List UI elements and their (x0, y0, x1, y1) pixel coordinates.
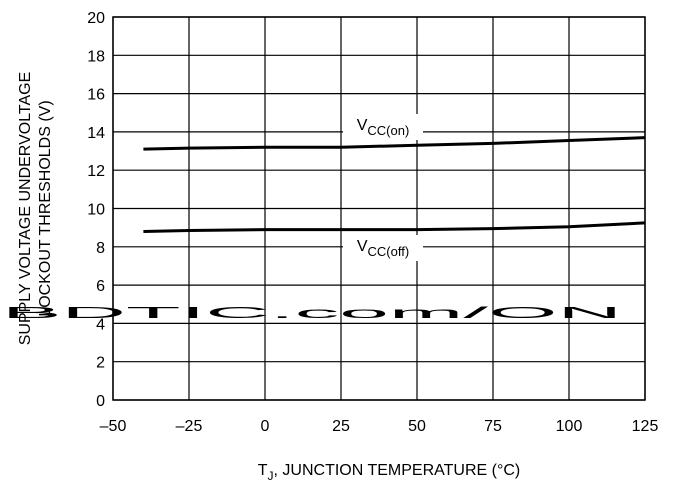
x-axis-label-part: T (258, 462, 268, 479)
plot-frame (112, 16, 646, 401)
x-tick-label: 50 (408, 418, 426, 435)
series-label: VCC(off) (357, 238, 409, 259)
y-tick-label: 10 (87, 202, 105, 219)
y-tick-label: 8 (96, 240, 105, 257)
series-label: VCC(on) (357, 117, 410, 138)
x-axis-label: TJ, JUNCTION TEMPERATURE (°C) (258, 462, 520, 483)
x-tick-label: 75 (484, 418, 502, 435)
series-line (143, 136, 646, 151)
label-bg (343, 235, 423, 261)
y-axis-label-line: LOCKOUT THRESHOLDS (V) (37, 100, 54, 316)
y-tick-label: 12 (87, 163, 105, 180)
y-tick-label: 2 (96, 355, 105, 372)
y-tick-label: 4 (96, 316, 105, 333)
x-axis-label-part: J (268, 469, 274, 483)
x-tick-label: –25 (176, 418, 203, 435)
label-bg (343, 114, 423, 140)
watermark: BDTIC.com/ON (2, 305, 622, 322)
x-tick-label: 125 (632, 418, 659, 435)
x-tick-label: 100 (556, 418, 583, 435)
y-tick-label: 18 (87, 48, 105, 65)
x-tick-label: 25 (332, 418, 350, 435)
x-tick-label: –50 (100, 418, 127, 435)
y-tick-label: 20 (87, 10, 105, 27)
y-tick-label: 16 (87, 87, 105, 104)
series-line (143, 221, 646, 233)
y-tick-label: 6 (96, 278, 105, 295)
y-axis-label: SUPPLY VOLTAGE UNDERVOLTAGE LOCKOUT THRES… (17, 72, 54, 346)
y-tick-label: 14 (87, 125, 105, 142)
x-tick-label: 0 (261, 418, 270, 435)
y-tick-label: 0 (96, 393, 105, 410)
x-axis-label-part: , JUNCTION TEMPERATURE (°C) (274, 462, 521, 479)
y-axis-label-line: SUPPLY VOLTAGE UNDERVOLTAGE (17, 72, 34, 346)
